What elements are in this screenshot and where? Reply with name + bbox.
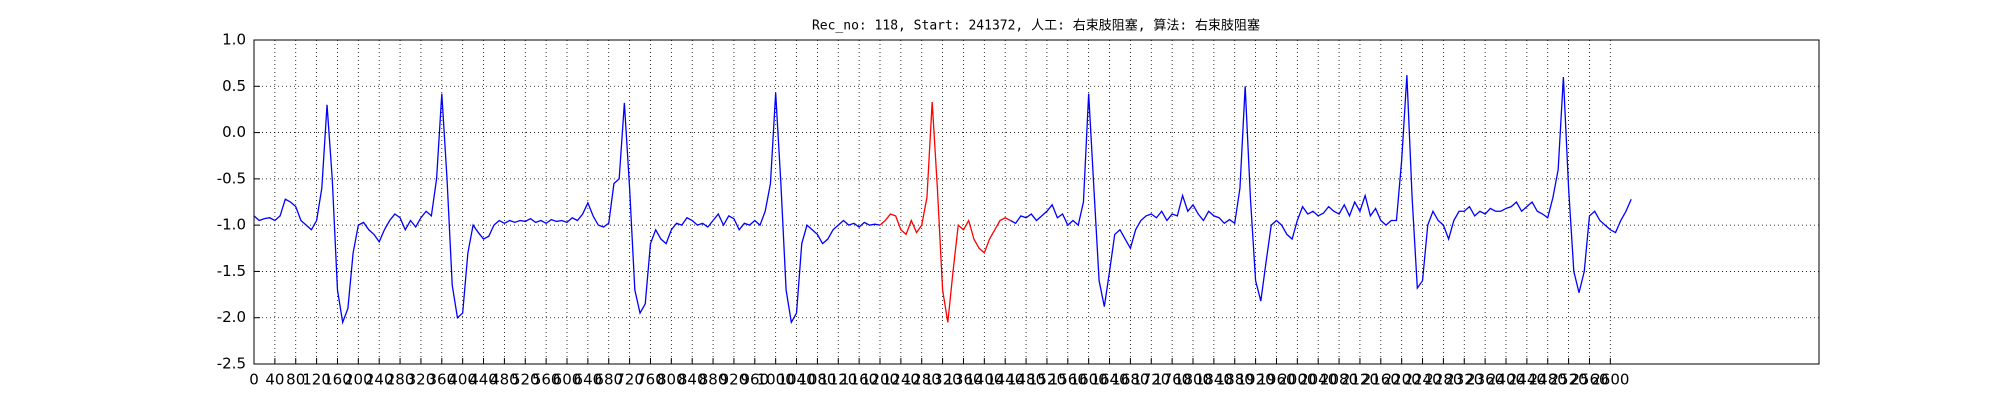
x-tick-label: 1520 (1028, 371, 1066, 389)
x-tick-label: 2040 (1299, 371, 1337, 389)
x-tick-label: 1840 (1195, 371, 1233, 389)
x-tick-label: 1800 (1174, 371, 1212, 389)
y-tick-label: -2.0 (217, 308, 246, 326)
x-tick-label: 1640 (1090, 371, 1128, 389)
x-tick-label: 1720 (1132, 371, 1170, 389)
x-tick-label: 680 (594, 371, 623, 389)
x-tick-label: 1680 (1111, 371, 1149, 389)
x-tick-label: 2320 (1445, 371, 1483, 389)
x-tick-label: 1920 (1237, 371, 1275, 389)
y-tick-label: 1.0 (222, 31, 246, 49)
x-tick-label: 2480 (1529, 371, 1567, 389)
x-tick-label: 840 (678, 371, 707, 389)
x-tick-label: 2560 (1570, 371, 1608, 389)
x-tick-label: 600 (553, 371, 582, 389)
x-tick-label: 2000 (1278, 371, 1316, 389)
x-tick-label: 1000 (757, 371, 795, 389)
x-tick-label: 360 (427, 371, 456, 389)
x-tick-label: 920 (720, 371, 749, 389)
x-tick-label: 1160 (840, 371, 878, 389)
x-tick-label: 1480 (1007, 371, 1045, 389)
plot-frame (253, 39, 1820, 365)
x-tick-label: 1080 (798, 371, 836, 389)
x-tick-label: 1040 (777, 371, 815, 389)
x-tick-label: 1280 (903, 371, 941, 389)
x-tick-label: 2200 (1383, 371, 1421, 389)
y-tick-label: 0.0 (222, 123, 246, 141)
x-tick-label: 800 (657, 371, 686, 389)
x-tick-label: 2280 (1424, 371, 1462, 389)
x-tick-label: 200 (344, 371, 373, 389)
x-tick-label: 1760 (1153, 371, 1191, 389)
ecg-line (879, 101, 1011, 323)
x-tick-label: 2160 (1362, 371, 1400, 389)
x-tick-label: 1200 (861, 371, 899, 389)
x-tick-label: 120 (302, 371, 331, 389)
x-tick-label: 2080 (1320, 371, 1358, 389)
x-tick-label: 2120 (1341, 371, 1379, 389)
x-tick-label: 520 (511, 371, 540, 389)
x-tick-label: 2440 (1508, 371, 1546, 389)
x-tick-label: 320 (407, 371, 436, 389)
x-tick-label: 400 (448, 371, 477, 389)
x-tick-label: 0 (249, 371, 259, 389)
x-tick-label: 960 (740, 371, 769, 389)
x-tick-label: 2400 (1487, 371, 1525, 389)
y-tick-label: -2.5 (217, 355, 246, 373)
y-tick-label: -1.5 (217, 262, 246, 280)
x-tick-label: 40 (265, 371, 284, 389)
x-tick-label: 640 (574, 371, 603, 389)
x-tick-label: 880 (699, 371, 728, 389)
x-tick-label: 480 (490, 371, 519, 389)
x-tick-label: 1960 (1257, 371, 1295, 389)
x-tick-label: 2240 (1403, 371, 1441, 389)
x-tick-label: 2360 (1466, 371, 1504, 389)
x-tick-label: 80 (286, 371, 305, 389)
x-tick-label: 240 (365, 371, 394, 389)
x-tick-label: 560 (532, 371, 561, 389)
x-tick-label: 280 (386, 371, 415, 389)
x-tick-label: 1320 (924, 371, 962, 389)
chart-title: Rec_no: 118, Start: 241372, 人工: 右束肢阻塞, 算… (812, 18, 1260, 34)
x-tick-label: 720 (615, 371, 644, 389)
x-tick-label: 760 (636, 371, 665, 389)
ecg-line (253, 75, 1632, 325)
y-tick-label: -0.5 (217, 169, 246, 187)
x-tick-label: 1120 (819, 371, 857, 389)
x-tick-label: 1400 (965, 371, 1003, 389)
x-tick-label: 1240 (882, 371, 920, 389)
x-tick-label: 1600 (1070, 371, 1108, 389)
x-tick-label: 2600 (1591, 371, 1629, 389)
y-tick-label: 0.5 (222, 77, 246, 95)
x-tick-label: 1880 (1216, 371, 1254, 389)
x-tick-label: 2520 (1550, 371, 1588, 389)
x-tick-label: 440 (469, 371, 498, 389)
y-tick-label: -1.0 (217, 216, 246, 234)
x-tick-label: 1360 (944, 371, 982, 389)
x-tick-label: 160 (323, 371, 352, 389)
x-tick-label: 1440 (986, 371, 1024, 389)
x-tick-label: 1560 (1049, 371, 1087, 389)
